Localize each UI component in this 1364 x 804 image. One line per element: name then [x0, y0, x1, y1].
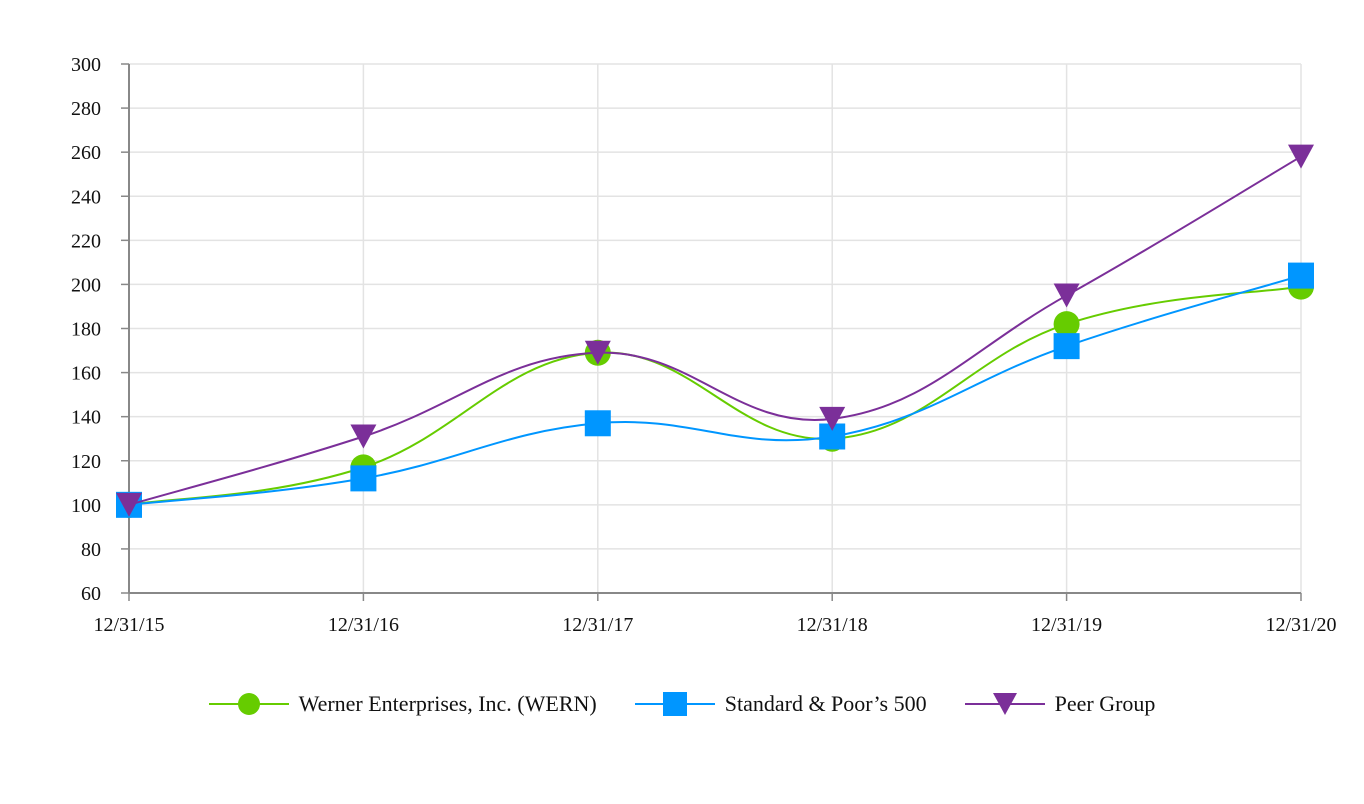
legend-marker-circle-icon: [208, 693, 289, 715]
line-chart: 60 80 100 120 140 160 180 200 220 240 260 280 300 12…: [71, 54, 1337, 636]
axes: [121, 63, 1302, 601]
data-point-triangle[interactable]: [1053, 283, 1080, 308]
data-point-square[interactable]: [1288, 262, 1314, 289]
data-point-triangle[interactable]: [584, 340, 611, 365]
legend-item-sp500[interactable]: Standard & Poor’s 500: [634, 691, 927, 717]
legend-label-wern: Werner Enterprises, Inc. (WERN): [298, 691, 597, 716]
x-tick-label: 12/31/17: [562, 614, 633, 636]
y-tick-labels: 60 80 100 120 140 160 180 200 220 240 260 280 300: [71, 54, 101, 605]
y-tick-label: 280: [71, 98, 101, 120]
data-point-square[interactable]: [584, 410, 611, 437]
series-line: [128, 285, 1302, 506]
data-point-circle[interactable]: [1053, 311, 1080, 338]
legend-marker-square-icon: [634, 692, 715, 716]
data-point-square[interactable]: [1053, 333, 1080, 360]
y-tick-label: 260: [71, 142, 101, 164]
x-tick-label: 12/31/20: [1265, 614, 1336, 636]
series-line: [128, 155, 1302, 506]
y-tick-label: 140: [71, 407, 101, 429]
y-tick-label: 240: [71, 186, 101, 208]
series-0: [116, 273, 1314, 518]
y-tick-label: 60: [81, 583, 101, 605]
series-1: [116, 262, 1314, 518]
grid-lines: [129, 63, 1302, 593]
series-line: [128, 274, 1302, 506]
legend-label-sp500: Standard & Poor’s 500: [724, 691, 927, 716]
legend-label-peer-group: Peer Group: [1054, 691, 1156, 716]
x-tick-label: 12/31/18: [797, 614, 868, 636]
legend: Werner Enterprises, Inc. (WERN) Standard…: [0, 682, 1364, 726]
legend-item-peer-group[interactable]: Peer Group: [964, 691, 1156, 717]
legend-marker-triangle-icon: [964, 693, 1045, 715]
y-tick-label: 100: [71, 495, 101, 517]
y-tick-label: 200: [71, 274, 101, 296]
x-tick-label: 12/31/16: [328, 614, 399, 636]
y-tick-label: 180: [71, 319, 101, 341]
series-group: [116, 144, 1314, 518]
y-tick-label: 300: [71, 54, 101, 76]
x-tick-label: 12/31/19: [1031, 614, 1102, 636]
x-tick-labels: 12/31/15 12/31/16 12/31/17 12/31/18 12/31/19…: [93, 614, 1336, 636]
y-tick-label: 160: [71, 363, 101, 385]
series-2: [116, 144, 1314, 517]
legend-item-wern[interactable]: Werner Enterprises, Inc. (WERN): [208, 691, 597, 717]
y-tick-label: 120: [71, 451, 101, 473]
data-point-triangle[interactable]: [350, 424, 377, 449]
data-point-triangle[interactable]: [1288, 144, 1314, 169]
x-tick-label: 12/31/15: [93, 614, 164, 636]
y-tick-label: 220: [71, 230, 101, 252]
data-point-triangle[interactable]: [116, 492, 142, 517]
data-point-square[interactable]: [350, 465, 377, 492]
data-point-triangle[interactable]: [819, 406, 846, 431]
y-tick-label: 80: [81, 539, 101, 561]
